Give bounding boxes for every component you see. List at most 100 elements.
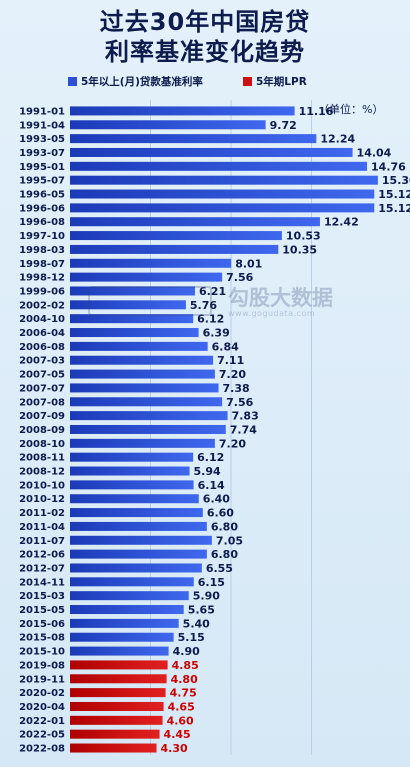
tick-label-46: 2022-08 (19, 744, 65, 755)
data-label-21: 7.56 (226, 396, 253, 409)
data-label-10: 10.35 (282, 243, 317, 256)
data-label-1: 9.72 (270, 119, 297, 132)
bar-24 (70, 438, 215, 448)
data-label-40: 4.85 (172, 659, 199, 672)
tick-label-7: 1996-06 (19, 203, 65, 214)
unit-label: （单位：%） (318, 103, 384, 116)
tick-label-10: 1998-03 (19, 245, 65, 256)
bar-41 (70, 674, 167, 684)
tick-label-38: 2015-08 (19, 633, 65, 644)
data-label-26: 5.94 (194, 465, 221, 478)
tick-label-1: 1991-04 (19, 120, 65, 131)
data-label-30: 6.80 (211, 520, 238, 533)
data-label-13: 6.21 (199, 285, 226, 298)
data-label-29: 6.60 (207, 507, 234, 520)
tick-label-43: 2020-04 (19, 702, 65, 713)
tick-label-4: 1995-01 (19, 162, 65, 173)
bar-9 (70, 231, 282, 241)
data-label-6: 15.12 (378, 188, 410, 201)
tick-label-44: 2022-01 (19, 716, 65, 727)
tick-label-17: 2006-08 (19, 342, 65, 353)
bar-1 (70, 120, 266, 130)
data-label-28: 6.40 (203, 493, 230, 506)
bar-19 (70, 369, 215, 379)
chart-title-line-2: 利率基准变化趋势 (105, 38, 305, 66)
tick-label-6: 1996-05 (19, 190, 65, 201)
bar-26 (70, 466, 190, 476)
tick-label-16: 2006-04 (19, 328, 65, 339)
tick-label-42: 2020-02 (19, 688, 65, 699)
legend-swatch-lpr (243, 76, 252, 86)
tick-label-28: 2010-12 (19, 494, 65, 505)
tick-label-27: 2010-10 (19, 480, 65, 491)
data-label-18: 7.11 (217, 354, 244, 367)
tick-label-20: 2007-07 (19, 383, 65, 394)
data-label-36: 5.65 (188, 604, 215, 617)
bar-11 (70, 258, 232, 268)
tick-label-8: 1996-08 (19, 217, 65, 228)
bar-5 (70, 175, 378, 185)
tick-label-32: 2012-06 (19, 550, 65, 561)
bar-3 (70, 147, 353, 157)
tick-label-0: 1991-01 (19, 106, 65, 117)
tick-label-12: 1998-12 (19, 273, 65, 284)
tick-label-15: 2004-10 (19, 314, 65, 325)
legend-item-benchmark: 5年以上(月)贷款基准利率 (68, 74, 203, 88)
tick-label-24: 2008-10 (19, 439, 65, 450)
data-label-41: 4.80 (171, 673, 198, 686)
tick-label-41: 2019-11 (19, 674, 65, 685)
tick-label-36: 2015-05 (19, 605, 65, 616)
tick-label-3: 1993-07 (19, 148, 65, 159)
bar-40 (70, 660, 168, 670)
bar-34 (70, 577, 194, 587)
data-label-39: 4.90 (173, 645, 200, 658)
bar-2 (70, 134, 317, 144)
tick-label-18: 2007-03 (19, 356, 65, 367)
bar-46 (70, 743, 157, 753)
bar-4 (70, 161, 368, 171)
data-label-44: 4.60 (167, 714, 194, 727)
bar-36 (70, 605, 184, 615)
tick-label-31: 2011-07 (19, 536, 65, 547)
data-label-5: 15.30 (382, 174, 410, 187)
bar-7 (70, 203, 375, 213)
bar-8 (70, 217, 320, 227)
data-label-37: 5.40 (183, 617, 210, 630)
bar-17 (70, 341, 208, 351)
tick-label-37: 2015-06 (19, 619, 65, 630)
bar-0 (70, 106, 295, 116)
tick-label-30: 2011-04 (19, 522, 65, 533)
bar-32 (70, 549, 207, 559)
tick-label-39: 2015-10 (19, 647, 65, 658)
tick-label-33: 2012-07 (19, 563, 65, 574)
data-label-16: 6.39 (203, 327, 230, 340)
data-label-23: 7.74 (230, 423, 257, 436)
bar-37 (70, 618, 179, 628)
bar-16 (70, 328, 199, 338)
bar-31 (70, 535, 212, 545)
tick-label-13: 1999-06 (19, 286, 65, 297)
data-label-0: 11.16 (299, 105, 334, 118)
bar-28 (70, 494, 199, 504)
legend-swatch-benchmark (68, 76, 77, 86)
data-label-32: 6.80 (211, 548, 238, 561)
data-label-27: 6.14 (198, 479, 225, 492)
legend-label-benchmark: 5年以上(月)贷款基准利率 (81, 75, 203, 88)
bar-6 (70, 189, 375, 199)
tick-label-14: 2002-02 (19, 300, 65, 311)
bar-44 (70, 715, 163, 725)
tick-label-11: 1998-07 (19, 259, 65, 270)
bar-14 (70, 300, 186, 310)
data-label-33: 6.55 (206, 562, 233, 575)
bar-12 (70, 272, 223, 282)
data-label-22: 7.83 (232, 410, 259, 423)
data-label-24: 7.20 (219, 437, 246, 450)
data-label-14: 5.76 (190, 299, 217, 312)
tick-label-26: 2008-12 (19, 467, 65, 478)
tick-label-35: 2015-03 (19, 591, 65, 602)
data-label-19: 7.20 (219, 368, 246, 381)
legend-label-lpr: 5年期LPR (256, 75, 307, 88)
data-label-35: 5.90 (193, 590, 220, 603)
bar-29 (70, 508, 203, 518)
